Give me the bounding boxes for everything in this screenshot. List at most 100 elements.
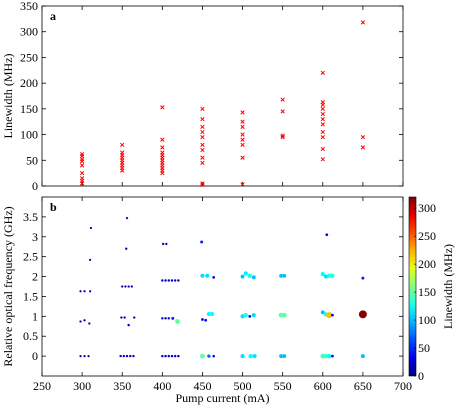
panel-a-marker xyxy=(160,150,165,155)
panel-b-point xyxy=(177,354,180,358)
panel-b-point xyxy=(209,311,215,317)
colorbar-tick-label: 100 xyxy=(418,313,436,327)
panel-a-marker xyxy=(200,142,205,148)
panel-b-point xyxy=(205,273,210,278)
panel-a-marker xyxy=(200,147,205,153)
panel-b-point xyxy=(326,273,332,278)
panel-b-point xyxy=(161,242,165,246)
panel-b-x-tick-label: 500 xyxy=(234,379,252,393)
panel-b-point xyxy=(251,313,256,318)
panel-a: 0 50 100 150 200 250 300 350 a Linewidth (MHz) xyxy=(1,0,404,193)
panel-a-marker xyxy=(280,109,285,114)
panel-b-point xyxy=(325,233,329,237)
panel-b-point xyxy=(200,273,205,278)
panel-a-marker xyxy=(320,146,325,152)
panel-a-label: a xyxy=(50,9,56,23)
panel-b-point xyxy=(89,258,92,261)
panel-a-marker xyxy=(320,70,325,76)
panel-b-point xyxy=(171,316,175,320)
panel-b-point xyxy=(133,316,136,319)
panel-b-point xyxy=(89,290,92,293)
panel-b-point xyxy=(212,275,216,279)
panel-a-marker xyxy=(160,145,165,150)
panel-b-point xyxy=(279,273,284,278)
panel-b-point xyxy=(212,354,215,358)
panel-a-marker xyxy=(320,157,325,162)
panel-a-marker xyxy=(200,129,205,135)
panel-b-point xyxy=(240,274,245,279)
panel-b-point xyxy=(130,285,133,288)
panel-b-x-tick-label: 250 xyxy=(33,379,51,393)
panel-b-x-tick-label: 700 xyxy=(394,379,412,393)
panel-a-y-tick-label: 350 xyxy=(20,0,38,13)
panel-b-x-tick-label: 300 xyxy=(73,379,91,393)
panel-b-point xyxy=(243,312,248,318)
panel-b-point xyxy=(127,323,130,327)
panel-a-marker xyxy=(160,137,165,142)
panel-b-point xyxy=(170,279,174,282)
panel-b-point xyxy=(119,354,122,358)
panel-b-y-tick-label: 1 xyxy=(32,309,38,323)
panel-b-y-tick-label: 2 xyxy=(32,270,38,284)
panel-b-point xyxy=(206,311,211,317)
panel-b-point xyxy=(361,276,365,280)
panel-b-point xyxy=(83,290,86,293)
panel-b-x-tick-label: 400 xyxy=(153,379,171,393)
panel-b-point xyxy=(281,312,287,318)
panel-b-point xyxy=(167,279,170,282)
panel-b-point xyxy=(121,285,124,288)
panel-b-point xyxy=(79,290,82,293)
panel-b-point xyxy=(83,319,86,322)
panel-b-point xyxy=(358,310,367,319)
panel-b-y-tick-label: 3 xyxy=(32,230,38,244)
colorbar: 0 50 100 150 200 250 300 Linewidth (MHz) xyxy=(408,196,455,383)
panel-a-marker xyxy=(200,182,205,188)
panel-a-marker xyxy=(200,155,205,160)
panel-b-point xyxy=(161,354,164,358)
panel-a-marker xyxy=(79,163,85,168)
panel-b-point xyxy=(89,226,93,230)
panel-b-point xyxy=(320,353,326,359)
panel-a-y-axis-label: Linewidth (MHz) xyxy=(1,54,15,139)
panel-b-point xyxy=(120,316,123,319)
panel-b-point xyxy=(161,317,164,320)
panel-b-point xyxy=(175,319,180,324)
panel-b-point xyxy=(248,314,252,318)
panel-b-point xyxy=(123,316,126,319)
panel-b-point xyxy=(360,354,365,359)
panel-a-y-tick-label: 150 xyxy=(20,102,38,116)
panel-b-point xyxy=(165,242,168,246)
panel-a-marker xyxy=(360,145,366,150)
panel-b-point xyxy=(170,354,174,358)
panel-b-point xyxy=(164,317,167,320)
panel-b-y-tick-label: 1.5 xyxy=(23,289,38,303)
panel-b-point xyxy=(125,247,128,250)
panel-a-marker xyxy=(360,20,366,25)
panel-b-point xyxy=(330,273,335,278)
panel-a-marker xyxy=(320,134,325,140)
panel-b-point xyxy=(132,354,135,358)
panel-b-point xyxy=(177,279,180,282)
panel-a-marker xyxy=(240,142,245,148)
panel-b-point xyxy=(88,322,91,325)
colorbar-label: Linewidth (MHz) xyxy=(441,244,455,329)
panel-a-marker xyxy=(320,106,325,112)
panel-b-point xyxy=(125,354,129,358)
panel-a-marker xyxy=(240,124,245,130)
panel-b-y-axis-label: Relative optical frequency (GHz) xyxy=(1,206,15,366)
panel-b-point xyxy=(282,273,287,278)
panel-b-point xyxy=(127,285,130,288)
panel-b-point xyxy=(124,285,127,288)
panel-b-label: b xyxy=(50,200,57,214)
colorbar-tick-label: 150 xyxy=(418,285,436,299)
panel-a-marker xyxy=(240,119,245,124)
colorbar-tick-label: 250 xyxy=(418,229,436,243)
panel-b-x-tick-label: 450 xyxy=(193,379,211,393)
panel-a-marker xyxy=(200,116,205,122)
panel-a-marker xyxy=(320,100,325,105)
panel-b-point xyxy=(173,279,177,282)
panel-b-point xyxy=(79,355,82,358)
panel-a-marker xyxy=(240,110,245,115)
panel-b-point xyxy=(326,312,333,319)
panel-a-y-tick-label: 100 xyxy=(20,128,38,142)
